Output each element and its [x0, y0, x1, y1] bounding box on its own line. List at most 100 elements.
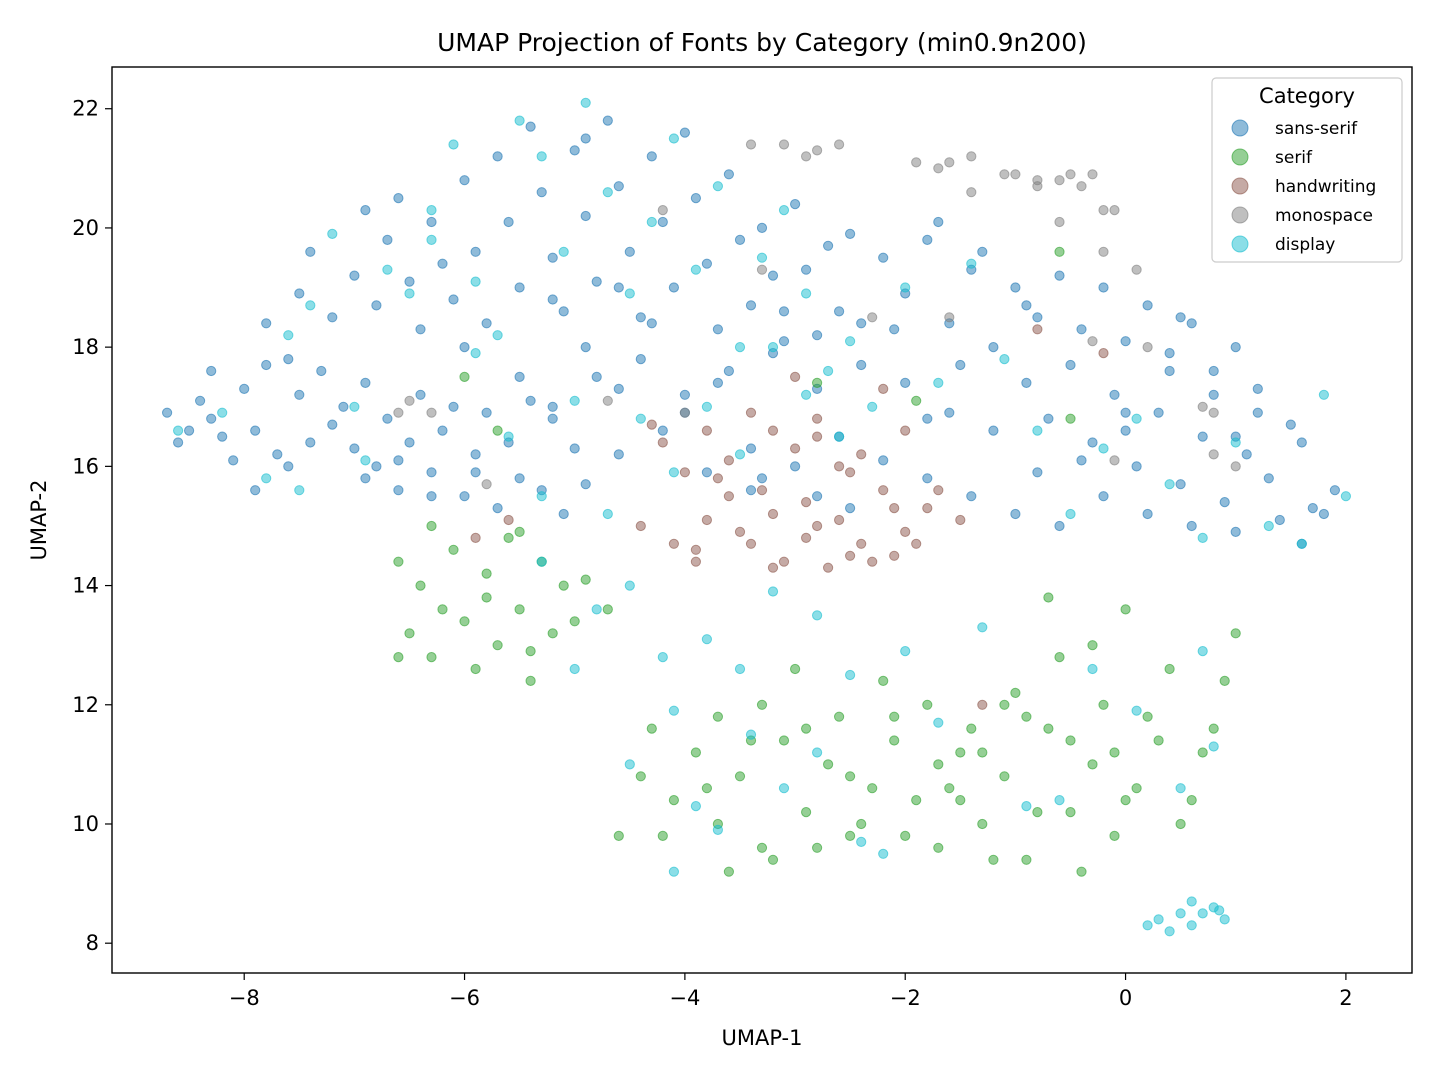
- point-serif: [900, 830, 911, 842]
- point-serif: [911, 395, 922, 406]
- point-monospace: [867, 312, 878, 323]
- point-sans-serif: [327, 312, 338, 323]
- point-sans-serif: [162, 407, 173, 418]
- point-display: [536, 491, 547, 502]
- point-sans-serif: [1021, 300, 1032, 311]
- legend-marker-serif: [1231, 148, 1249, 166]
- point-sans-serif: [1054, 270, 1065, 281]
- point-handwriting: [657, 437, 668, 448]
- point-serif: [1043, 723, 1054, 734]
- point-sans-serif: [878, 252, 889, 263]
- point-sans-serif: [382, 413, 393, 424]
- point-monospace: [1109, 455, 1120, 466]
- point-display: [933, 717, 944, 728]
- point-sans-serif: [955, 359, 966, 371]
- point-display: [845, 669, 856, 681]
- point-display: [349, 401, 360, 412]
- point-display: [1197, 532, 1208, 544]
- point-handwriting: [900, 425, 911, 436]
- point-serif: [889, 711, 900, 722]
- point-monospace: [812, 145, 823, 156]
- point-monospace: [944, 312, 955, 323]
- legend-label-handwriting: handwriting: [1275, 177, 1376, 197]
- point-serif: [580, 574, 591, 585]
- series-sans-serif: [162, 115, 1341, 549]
- point-sans-serif: [459, 491, 470, 502]
- legend-title: Category: [1259, 84, 1355, 108]
- point-sans-serif: [823, 240, 834, 251]
- point-display: [261, 473, 272, 484]
- point-handwriting: [900, 526, 911, 538]
- x-axis-ticks: −8 −6 −4 −2 0 2: [229, 973, 1353, 1010]
- point-sans-serif: [591, 371, 602, 382]
- point-handwriting: [723, 455, 735, 466]
- point-handwriting: [878, 383, 889, 394]
- point-serif: [690, 747, 702, 758]
- point-serif: [415, 580, 426, 591]
- point-handwriting: [745, 538, 757, 549]
- point-display: [845, 336, 856, 347]
- point-sans-serif: [635, 354, 646, 365]
- x-tick-label: −6: [449, 986, 480, 1010]
- point-serif: [1109, 830, 1120, 842]
- point-display: [1219, 914, 1230, 925]
- point-handwriting: [701, 514, 713, 526]
- point-display: [767, 586, 779, 597]
- point-serif: [812, 842, 823, 853]
- point-display: [933, 377, 944, 388]
- point-serif: [1032, 807, 1043, 818]
- legend: Category sans-serif serif handwriting monos…: [1211, 77, 1403, 263]
- point-handwriting: [801, 497, 812, 508]
- point-handwriting: [812, 431, 823, 442]
- point-serif: [1065, 413, 1076, 424]
- point-handwriting: [679, 467, 691, 478]
- point-serif: [635, 771, 646, 782]
- point-monospace: [1054, 175, 1065, 186]
- point-serif: [845, 771, 856, 782]
- point-sans-serif: [812, 491, 823, 502]
- point-serif: [944, 783, 955, 794]
- point-sans-serif: [404, 437, 415, 448]
- point-sans-serif: [250, 425, 261, 436]
- point-sans-serif: [327, 419, 338, 430]
- point-serif: [646, 723, 657, 734]
- point-monospace: [1098, 205, 1109, 216]
- point-display: [646, 216, 657, 228]
- x-tick-label: −4: [669, 986, 700, 1010]
- point-serif: [613, 830, 624, 842]
- point-display: [448, 139, 459, 150]
- point-sans-serif: [988, 425, 999, 436]
- point-serif: [1087, 640, 1098, 651]
- legend-label-serif: serif: [1275, 148, 1313, 168]
- point-serif: [878, 675, 889, 687]
- point-monospace: [1087, 336, 1098, 347]
- point-serif: [801, 723, 812, 734]
- point-display: [977, 622, 988, 633]
- point-sans-serif: [415, 389, 426, 400]
- point-sans-serif: [591, 276, 602, 287]
- point-sans-serif: [547, 252, 558, 263]
- point-sans-serif: [1208, 389, 1219, 400]
- point-sans-serif: [305, 246, 316, 257]
- point-sans-serif: [1252, 407, 1263, 418]
- point-serif: [1076, 866, 1087, 877]
- point-monospace: [966, 151, 977, 162]
- point-sans-serif: [459, 342, 470, 353]
- point-sans-serif: [1307, 503, 1318, 514]
- point-handwriting: [790, 443, 801, 454]
- point-monospace: [481, 479, 492, 490]
- point-sans-serif: [1197, 431, 1208, 442]
- point-sans-serif: [415, 324, 426, 335]
- point-sans-serif: [503, 216, 514, 228]
- point-sans-serif: [756, 222, 768, 233]
- point-sans-serif: [217, 431, 228, 442]
- point-monospace: [1208, 407, 1219, 418]
- point-sans-serif: [944, 407, 955, 418]
- point-serif: [657, 830, 668, 842]
- point-sans-serif: [569, 443, 580, 454]
- point-sans-serif: [690, 193, 702, 204]
- point-sans-serif: [459, 175, 470, 186]
- y-tick-label: 10: [72, 812, 99, 836]
- point-sans-serif: [922, 413, 933, 424]
- point-sans-serif: [734, 234, 746, 245]
